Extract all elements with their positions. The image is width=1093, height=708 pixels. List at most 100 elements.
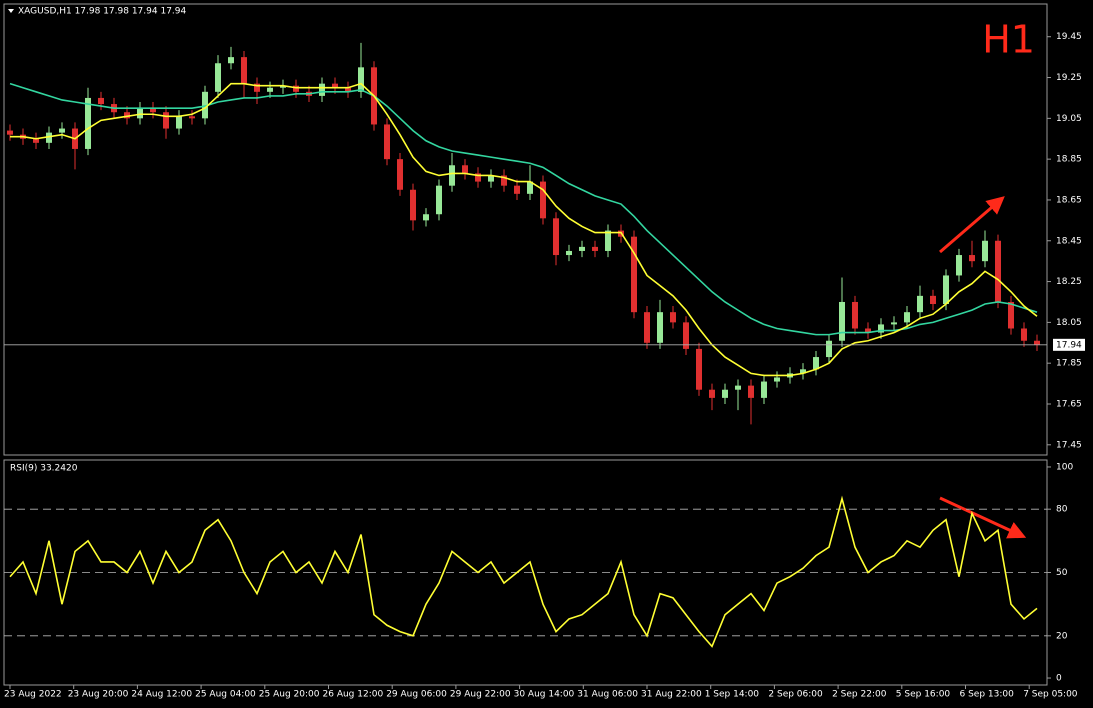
candle-body — [293, 85, 299, 92]
candle-body — [826, 340, 832, 358]
candle-body — [917, 295, 923, 313]
x-tick-label: 25 Aug 04:00 — [195, 690, 256, 700]
candle-body — [943, 275, 949, 305]
candle-body — [202, 91, 208, 119]
candle-body — [592, 246, 598, 251]
candle-body — [189, 116, 195, 119]
candle-body — [137, 108, 143, 119]
candle-body — [722, 389, 728, 398]
candle-body — [540, 181, 546, 219]
candle-body — [46, 132, 52, 143]
candle-body — [59, 128, 65, 133]
candle-body — [436, 185, 442, 215]
y-tick-label: 19.45 — [1056, 32, 1082, 42]
y-tick-label: 17.45 — [1056, 440, 1082, 450]
candle-body — [657, 312, 663, 343]
candle-body — [696, 348, 702, 390]
x-tick-label: 25 Aug 20:00 — [259, 690, 320, 700]
candle-body — [423, 214, 429, 221]
y-tick-label: 18.05 — [1056, 318, 1082, 328]
candle-body — [969, 255, 975, 262]
candle-body — [397, 159, 403, 190]
candle-body — [488, 175, 494, 182]
menu-triangle[interactable] — [8, 9, 14, 13]
candle-body — [982, 240, 988, 262]
candle-body — [215, 63, 221, 92]
candle-body — [449, 165, 455, 186]
candle-body — [709, 389, 715, 398]
candle-body — [150, 108, 156, 113]
y-tick-label: 19.25 — [1056, 73, 1082, 83]
candle-body — [501, 175, 507, 186]
candle-body — [358, 67, 364, 92]
candle-body — [384, 124, 390, 160]
y-tick-label: 18.65 — [1056, 195, 1082, 205]
x-tick-label: 26 Aug 12:00 — [323, 690, 384, 700]
x-tick-label: 6 Sep 13:00 — [960, 690, 1015, 700]
candle-body — [332, 83, 338, 88]
candle-body — [319, 83, 325, 96]
y-tick-label: 80 — [1056, 505, 1068, 515]
candle-body — [124, 112, 130, 119]
x-tick-label: 31 Aug 22:00 — [641, 690, 702, 700]
y-tick-label: 0 — [1056, 674, 1062, 684]
x-tick-label: 2 Sep 06:00 — [768, 690, 823, 700]
candle-body — [579, 246, 585, 251]
candle-body — [813, 357, 819, 370]
rsi-title: RSI(9) 33.2420 — [10, 464, 78, 474]
candle-body — [241, 57, 247, 84]
x-tick-label: 23 Aug 2022 — [4, 690, 62, 700]
candle-body — [904, 312, 910, 323]
candle-body — [1021, 328, 1027, 341]
candle-body — [514, 185, 520, 194]
candle-body — [930, 295, 936, 305]
candle-body — [462, 165, 468, 174]
x-tick-label: 30 Aug 14:00 — [514, 690, 575, 700]
trend-arrow — [939, 196, 1005, 254]
y-tick-label: 18.25 — [1056, 277, 1082, 287]
candle-body — [852, 301, 858, 329]
line-series — [10, 82, 1038, 377]
candle-body — [527, 181, 533, 194]
y-tick-label: 19.05 — [1056, 114, 1082, 124]
candle-body — [670, 312, 676, 323]
candle-body — [956, 255, 962, 276]
candle-body — [761, 381, 767, 398]
x-tick-label: 29 Aug 22:00 — [450, 690, 511, 700]
candle-body — [1008, 301, 1014, 329]
line-series — [9, 82, 1038, 336]
candle-body — [254, 83, 260, 92]
line-series — [9, 495, 1038, 648]
candle-body — [735, 385, 741, 390]
candle-body — [995, 240, 1001, 302]
candle-body — [1034, 340, 1040, 345]
candle-body — [163, 112, 169, 129]
y-tick-label: 18.85 — [1056, 155, 1082, 165]
x-tick-label: 24 Aug 12:00 — [131, 690, 192, 700]
price-panel-frame — [3, 3, 1048, 456]
candle-body — [475, 173, 481, 182]
x-tick-label: 7 Sep 05:00 — [1023, 690, 1078, 700]
y-tick-label: 18.45 — [1056, 236, 1082, 246]
y-tick-label: 17.85 — [1056, 359, 1082, 369]
candle-body — [98, 97, 104, 105]
candle-body — [644, 312, 650, 343]
candle-body — [891, 322, 897, 325]
candle-body — [865, 328, 871, 333]
candle-body — [631, 236, 637, 313]
candle-body — [878, 324, 884, 333]
candle-body — [228, 57, 234, 64]
x-tick-label: 31 Aug 06:00 — [577, 690, 638, 700]
candle-body — [748, 385, 754, 398]
last-price-label: 17.94 — [1056, 340, 1082, 350]
candle-body — [267, 87, 273, 92]
x-tick-label: 29 Aug 06:00 — [386, 690, 447, 700]
timeframe-label: H1 — [982, 18, 1035, 62]
candle-body — [7, 130, 13, 135]
candle-body — [176, 116, 182, 129]
candle-body — [345, 87, 351, 92]
x-tick-label: 23 Aug 20:00 — [68, 690, 129, 700]
x-tick-label: 5 Sep 16:00 — [896, 690, 951, 700]
